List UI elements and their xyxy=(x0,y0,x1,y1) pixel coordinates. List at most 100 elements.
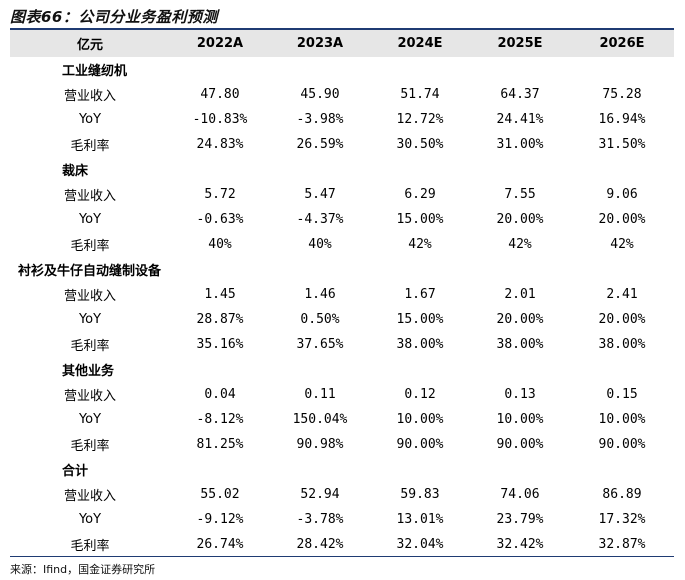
value-cell: 5.72 xyxy=(204,187,236,202)
metric-label: 营业收入 xyxy=(63,89,116,104)
value-cell: 5.47 xyxy=(304,187,336,202)
value-cell: 90.98% xyxy=(296,437,344,452)
metric-label: 毛利率 xyxy=(70,539,110,554)
value-cell: 10.00% xyxy=(598,412,646,427)
bottom-rule xyxy=(10,556,674,557)
value-cell: -10.83% xyxy=(192,112,248,127)
metric-label: 营业收入 xyxy=(63,289,116,304)
title-rule xyxy=(10,28,674,30)
value-cell: 0.50% xyxy=(300,312,340,327)
empty-cell xyxy=(170,357,270,382)
empty-cell xyxy=(370,57,470,82)
metric-label: 毛利率 xyxy=(70,339,110,354)
value-cell: 20.00% xyxy=(496,312,544,327)
section-row: 衬衫及牛仔自动缝制设备 xyxy=(10,257,674,282)
value-cell: 2.41 xyxy=(606,287,638,302)
empty-cell xyxy=(470,357,570,382)
year-header: 2026E xyxy=(570,30,674,57)
value-cell: 0.13 xyxy=(504,387,536,402)
value-cell: -3.78% xyxy=(296,512,344,527)
table-row: YoY -0.63% -4.37% 15.00% 20.00% 20.00% xyxy=(10,207,674,232)
metric-label: YoY xyxy=(78,512,102,527)
value-cell: 30.50% xyxy=(396,137,444,152)
value-cell: 31.50% xyxy=(598,137,646,152)
value-cell: 24.83% xyxy=(196,137,244,152)
value-cell: 86.89 xyxy=(602,487,642,502)
year-header: 2025E xyxy=(470,30,570,57)
section-label: 其他业务 xyxy=(62,364,115,379)
value-cell: 1.46 xyxy=(304,287,336,302)
table-row: 营业收入 1.45 1.46 1.67 2.01 2.41 xyxy=(10,282,674,307)
table-row: 营业收入 47.80 45.90 51.74 64.37 75.28 xyxy=(10,82,674,107)
empty-cell xyxy=(470,257,570,282)
empty-cell xyxy=(370,357,470,382)
table-row: 毛利率 40% 40% 42% 42% 42% xyxy=(10,232,674,257)
year-header: 2022A xyxy=(170,30,270,57)
empty-cell xyxy=(270,257,370,282)
table-row: 毛利率 35.16% 37.65% 38.00% 38.00% 38.00% xyxy=(10,332,674,357)
value-cell: 38.00% xyxy=(496,337,544,352)
empty-cell xyxy=(370,457,470,482)
value-cell: 23.79% xyxy=(496,512,544,527)
empty-cell xyxy=(370,257,470,282)
value-cell: 32.87% xyxy=(598,537,646,552)
value-cell: 16.94% xyxy=(598,112,646,127)
value-cell: 0.11 xyxy=(304,387,336,402)
value-cell: 74.06 xyxy=(500,487,540,502)
value-cell: 10.00% xyxy=(496,412,544,427)
value-cell: 32.04% xyxy=(396,537,444,552)
value-cell: 26.74% xyxy=(196,537,244,552)
value-cell: 15.00% xyxy=(396,312,444,327)
empty-cell xyxy=(570,157,674,182)
value-cell: 42% xyxy=(408,237,432,252)
value-cell: 10.00% xyxy=(396,412,444,427)
table-row: 营业收入 5.72 5.47 6.29 7.55 9.06 xyxy=(10,182,674,207)
value-cell: 28.87% xyxy=(196,312,244,327)
empty-cell xyxy=(270,57,370,82)
value-cell: 35.16% xyxy=(196,337,244,352)
section-row: 裁床 xyxy=(10,157,674,182)
source-note: 来源：Ifind，国金证券研究所 xyxy=(10,563,156,576)
value-cell: 42% xyxy=(508,237,532,252)
value-cell: 59.83 xyxy=(400,487,440,502)
value-cell: -3.98% xyxy=(296,112,344,127)
table-row: 营业收入 0.04 0.11 0.12 0.13 0.15 xyxy=(10,382,674,407)
value-cell: 51.74 xyxy=(400,87,440,102)
metric-label: 营业收入 xyxy=(63,189,116,204)
metric-label: YoY xyxy=(78,412,102,427)
value-cell: 1.67 xyxy=(404,287,436,302)
table-body: 工业缝纫机 营业收入 47.80 45.90 51.74 64.37 75.28 YoY -10… xyxy=(10,57,674,557)
table-row: YoY -9.12% -3.78% 13.01% 23.79% 17.32% xyxy=(10,507,674,532)
value-cell: 81.25% xyxy=(196,437,244,452)
metric-label: 营业收入 xyxy=(63,489,116,504)
table-row: 毛利率 81.25% 90.98% 90.00% 90.00% 90.00% xyxy=(10,432,674,457)
value-cell: 32.42% xyxy=(496,537,544,552)
value-cell: 20.00% xyxy=(598,312,646,327)
empty-cell xyxy=(270,357,370,382)
metric-label: 毛利率 xyxy=(70,139,110,154)
value-cell: 38.00% xyxy=(598,337,646,352)
empty-cell xyxy=(570,257,674,282)
value-cell: 28.42% xyxy=(296,537,344,552)
value-cell: 47.80 xyxy=(200,87,240,102)
value-cell: 20.00% xyxy=(496,212,544,227)
metric-label: 毛利率 xyxy=(70,439,110,454)
value-cell: 7.55 xyxy=(504,187,536,202)
metric-label: YoY xyxy=(78,312,102,327)
value-cell: 2.01 xyxy=(504,287,536,302)
empty-cell xyxy=(170,57,270,82)
metric-label: 毛利率 xyxy=(70,239,110,254)
empty-cell xyxy=(570,357,674,382)
table-row: YoY -8.12% 150.04% 10.00% 10.00% 10.00% xyxy=(10,407,674,432)
value-cell: 75.28 xyxy=(602,87,642,102)
value-cell: -4.37% xyxy=(296,212,344,227)
table-row: 营业收入 55.02 52.94 59.83 74.06 86.89 xyxy=(10,482,674,507)
header-row: 亿元 2022A 2023A 2024E 2025E 2026E xyxy=(10,30,674,57)
section-row: 其他业务 xyxy=(10,357,674,382)
empty-cell xyxy=(270,157,370,182)
value-cell: 6.29 xyxy=(404,187,436,202)
table-row: YoY 28.87% 0.50% 15.00% 20.00% 20.00% xyxy=(10,307,674,332)
value-cell: 42% xyxy=(610,237,634,252)
value-cell: -8.12% xyxy=(196,412,244,427)
empty-cell xyxy=(270,457,370,482)
